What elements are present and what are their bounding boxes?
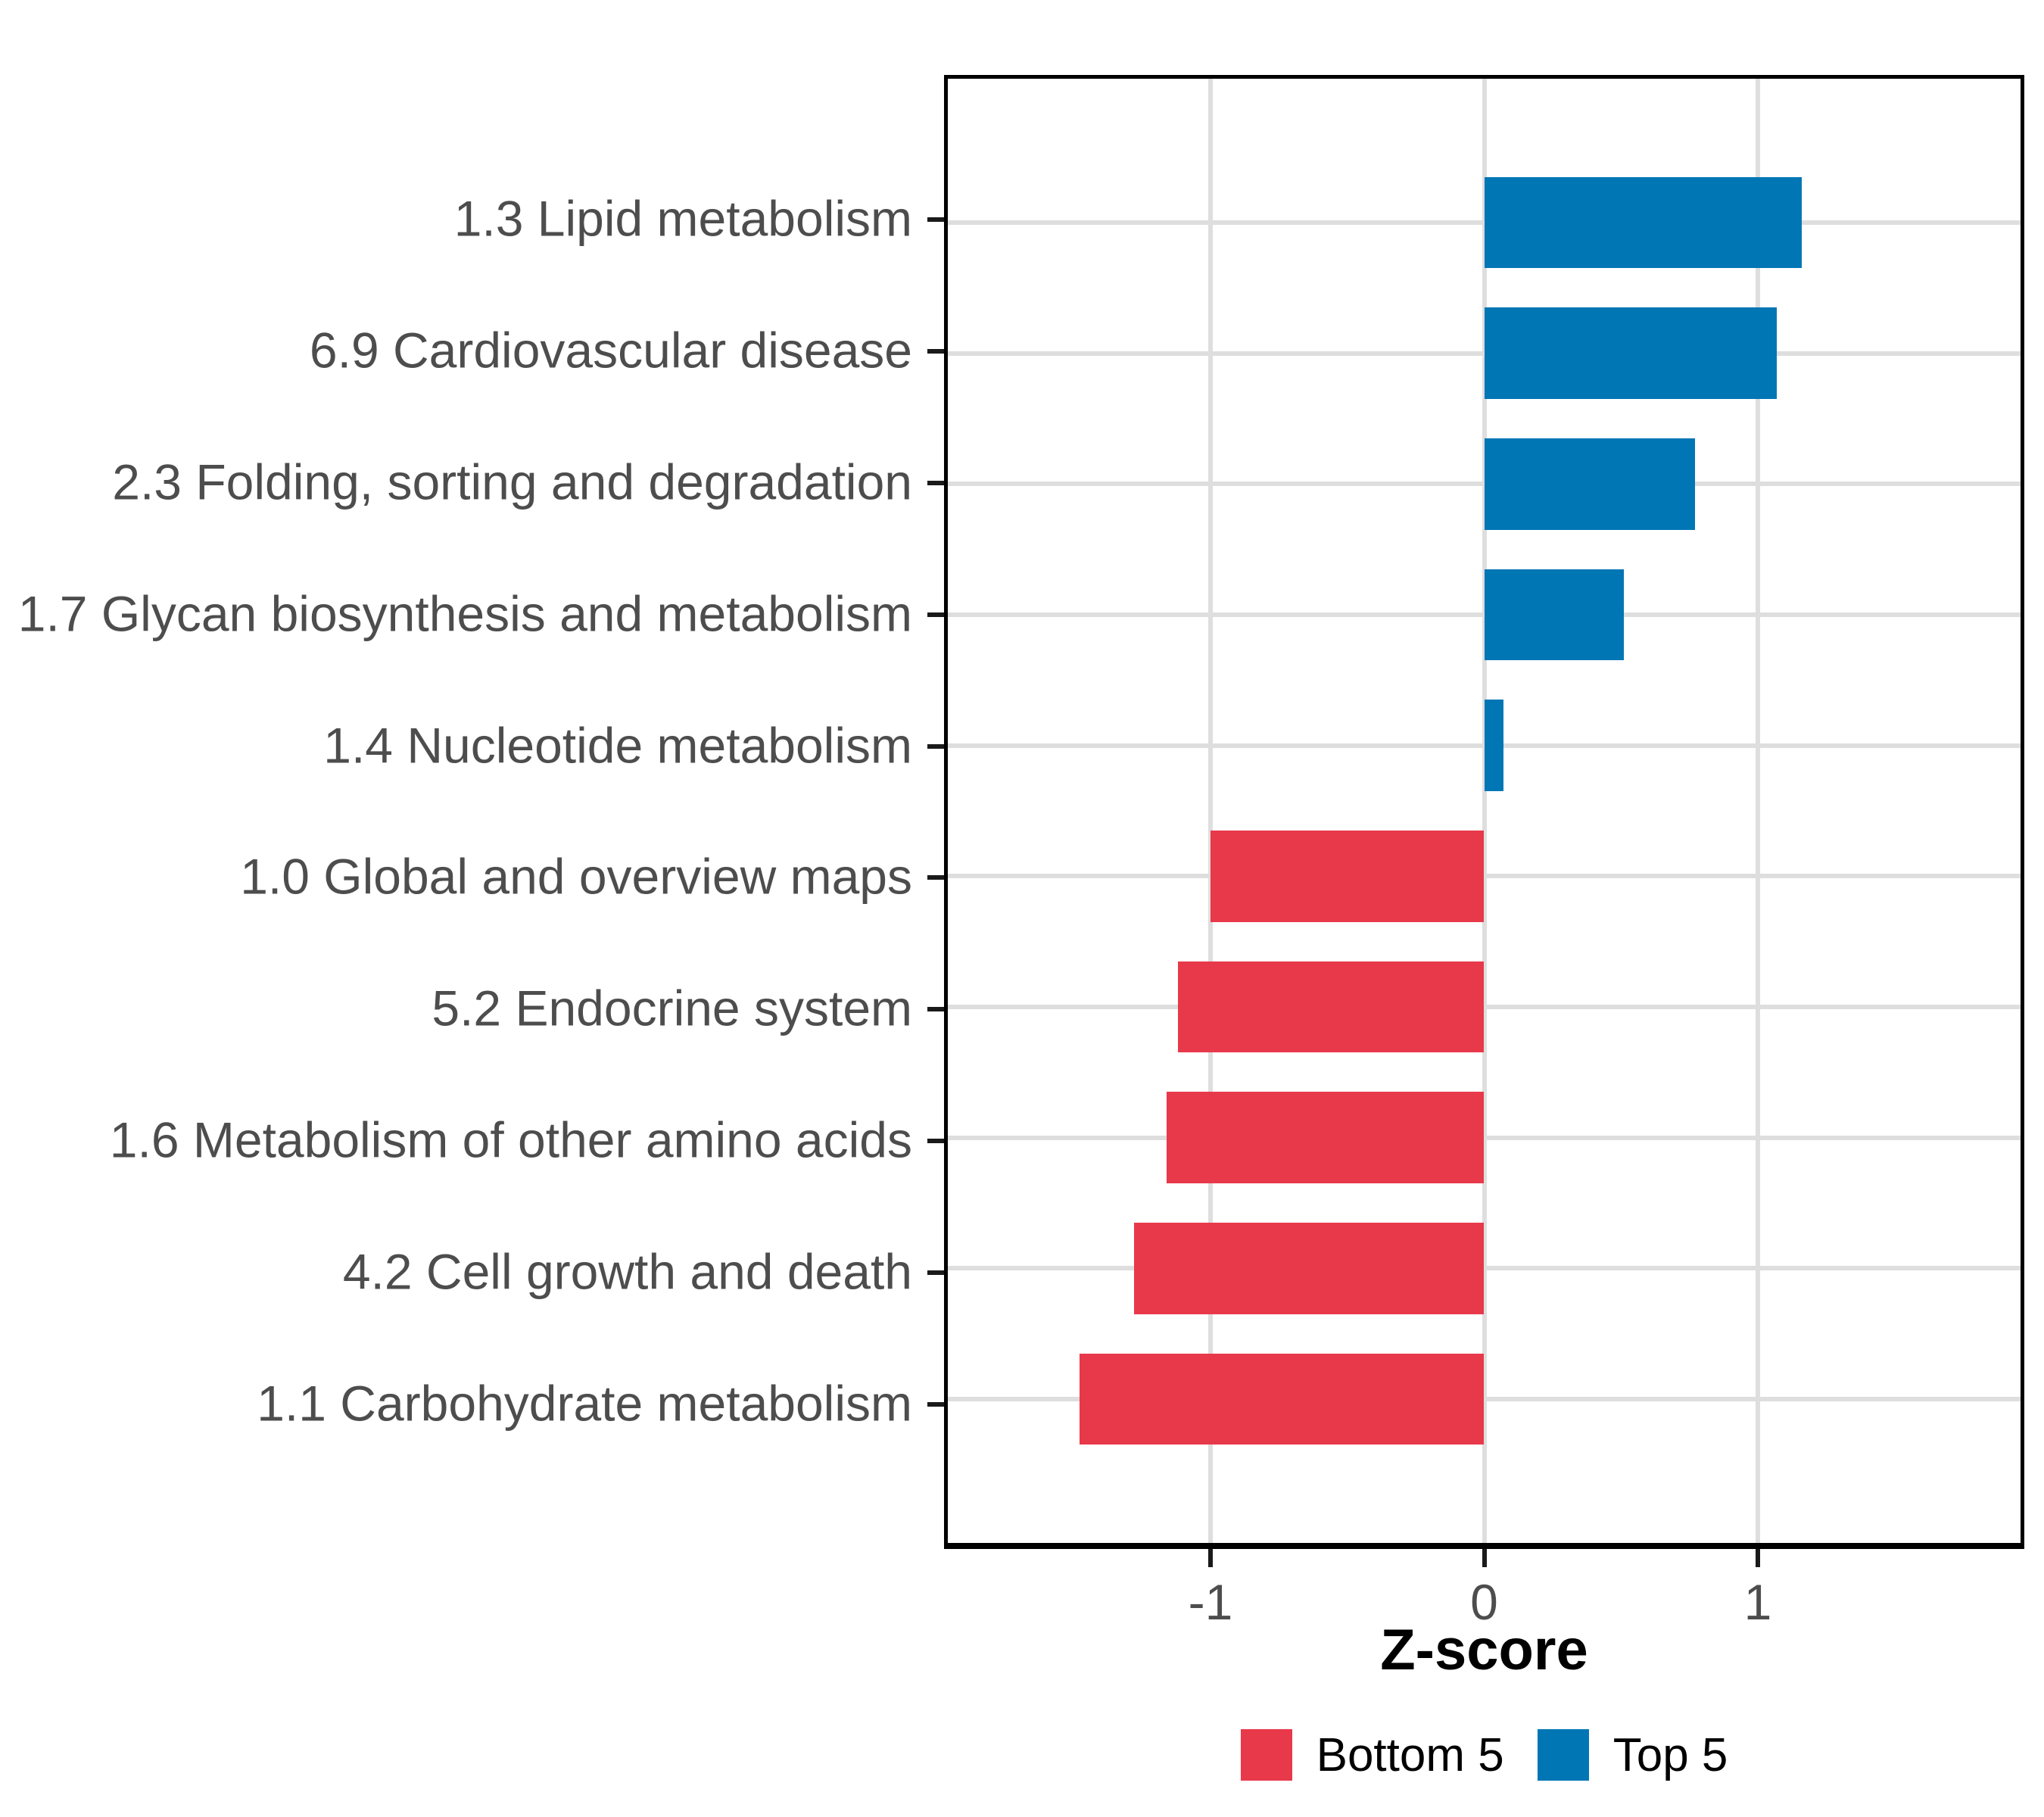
y-axis-label: 1.7 Glycan biosynthesis and metabolism — [17, 585, 912, 642]
y-axis-label: 6.9 Cardiovascular disease — [309, 322, 912, 379]
x-axis: -1 0 1 — [948, 1549, 2021, 1670]
legend-label-top5: Top 5 — [1612, 1728, 1728, 1781]
y-axis-label: 1.1 Carbohydrate metabolism — [257, 1375, 912, 1432]
legend-swatch-bottom5 — [1240, 1729, 1292, 1781]
x-axis-tick — [1208, 1549, 1214, 1567]
y-gridline — [948, 874, 2021, 879]
y-axis-tick — [927, 217, 944, 223]
y-gridline — [948, 1005, 2021, 1010]
x-axis-tick — [1482, 1549, 1487, 1567]
y-axis-tick — [927, 1007, 944, 1012]
legend-swatch-top5 — [1537, 1729, 1589, 1781]
y-axis-tick — [927, 1401, 944, 1407]
bar — [1133, 1222, 1485, 1314]
y-axis-tick — [927, 349, 944, 354]
legend: Bottom 5 Top 5 — [948, 1723, 2021, 1787]
bar — [1484, 569, 1624, 661]
x-axis-tick-label: 1 — [1743, 1574, 1772, 1630]
bar — [1484, 438, 1695, 530]
legend-label-bottom5: Bottom 5 — [1316, 1728, 1504, 1781]
y-axis-tick — [927, 875, 944, 880]
bar — [1079, 1353, 1485, 1445]
y-axis-label: 5.2 Endocrine system — [432, 980, 912, 1036]
y-axis-tick — [927, 743, 944, 749]
y-axis-label: 2.3 Folding, sorting and degradation — [112, 453, 912, 510]
bar — [1484, 307, 1778, 400]
y-axis-tick — [927, 1270, 944, 1275]
bar — [1484, 700, 1503, 792]
y-axis: 1.3 Lipid metabolism 6.9 Cardiovascular d… — [0, 75, 944, 1549]
y-gridline — [948, 1266, 2021, 1271]
x-axis-title: Z-score — [1380, 1618, 1588, 1682]
y-axis-label: 1.4 Nucleotide metabolism — [323, 717, 912, 774]
y-axis-tick — [927, 1139, 944, 1144]
x-gridline — [1208, 79, 1214, 1543]
bar — [1211, 830, 1485, 922]
x-axis-tick-label: 0 — [1470, 1574, 1498, 1630]
plot-panel — [944, 75, 2024, 1549]
y-axis-tick — [927, 612, 944, 617]
legend-item-top5: Top 5 — [1537, 1728, 1728, 1782]
y-axis-label: 4.2 Cell growth and death — [342, 1243, 912, 1300]
y-gridline — [948, 1135, 2021, 1140]
y-axis-label: 1.6 Metabolism of other amino acids — [109, 1111, 912, 1168]
y-axis-label: 1.0 Global and overview maps — [240, 848, 912, 905]
x-axis-tick-label: -1 — [1188, 1574, 1233, 1630]
y-axis-label: 1.3 Lipid metabolism — [453, 190, 912, 247]
x-gridline — [1755, 79, 1760, 1543]
x-axis-tick — [1755, 1549, 1760, 1567]
y-gridline — [948, 1397, 2021, 1402]
bar — [1167, 1092, 1485, 1184]
y-axis-tick — [927, 480, 944, 485]
bar — [1177, 961, 1485, 1053]
bar — [1484, 176, 1802, 269]
legend-item-bottom5: Bottom 5 — [1240, 1728, 1504, 1782]
x-gridline — [1482, 79, 1487, 1543]
